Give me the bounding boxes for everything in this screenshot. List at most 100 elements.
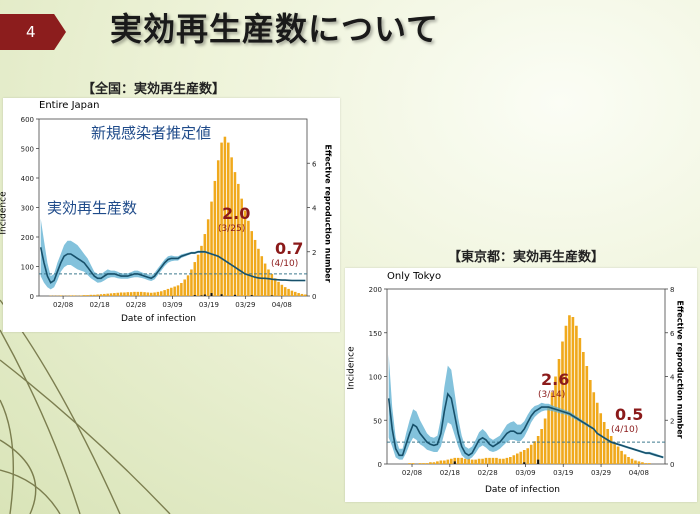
chart-japan-bar — [283, 287, 287, 296]
chart-japan-bar — [116, 292, 119, 296]
chart-japan-xtick-label: 02/28 — [126, 301, 146, 309]
chart-japan-bar — [193, 262, 197, 296]
chart-japan-bar — [200, 245, 203, 296]
chart-tokyo-bar — [474, 459, 477, 464]
chart-tokyo-annotation-date-2: (4/10) — [611, 425, 639, 435]
chart-tokyo-bar — [547, 406, 550, 464]
chart-tokyo-bar — [488, 457, 491, 464]
chart-tokyo-bar — [627, 457, 630, 464]
chart-tokyo-bar — [422, 463, 425, 464]
chart-tokyo-bar — [449, 458, 453, 464]
chart-japan-bar — [240, 198, 243, 296]
chart-tokyo-xtick-label: 03/19 — [553, 469, 573, 477]
chart-tokyo-bar — [641, 462, 644, 464]
chart-tokyo-ytick-label: 100 — [369, 374, 382, 382]
chart-japan-xtick-label: 04/08 — [272, 301, 292, 309]
chart-japan-imported-bar — [203, 294, 206, 296]
chart-japan-title: Entire Japan — [39, 100, 100, 111]
chart-japan-y2tick-label: 6 — [312, 160, 317, 168]
chart-japan-bar — [72, 295, 76, 296]
caption-japan: 【全国：実効再生産数】 — [82, 82, 226, 97]
chart-tokyo-y2tick-label: 2 — [670, 417, 674, 425]
chart-japan-bar — [79, 295, 83, 296]
chart-tokyo-bar — [564, 325, 568, 464]
chart-japan-bar — [304, 294, 307, 296]
chart-tokyo-y2tick-label: 8 — [670, 286, 674, 294]
chart-tokyo-bar — [460, 457, 464, 464]
slide-number-badge: 4 — [0, 14, 66, 50]
chart-japan-bar — [99, 294, 103, 296]
chart-tokyo-bar — [602, 422, 606, 464]
chart-tokyo-xtick-label: 04/08 — [629, 469, 649, 477]
chart-tokyo-bar — [443, 460, 446, 464]
chart-tokyo-bar — [599, 413, 603, 464]
chart-tokyo-bar — [429, 462, 432, 464]
chart-japan-bar — [290, 290, 294, 296]
chart-tokyo-bar — [613, 442, 616, 464]
chart-tokyo-bar — [571, 317, 575, 464]
chart-japan-bar — [247, 220, 250, 296]
chart-tokyo-y2label: Effective reproduction number — [675, 300, 685, 439]
chart-japan-bar — [270, 273, 274, 296]
chart-japan-rt-ci-band — [40, 218, 306, 290]
slide-number: 4 — [26, 23, 36, 41]
chart-japan-bar — [183, 279, 186, 296]
chart-tokyo-y2tick-label: 6 — [670, 330, 675, 338]
chart-tokyo-bar — [425, 463, 429, 464]
chart-japan-bar — [69, 295, 73, 296]
chart-japan-xtick-label: 03/19 — [199, 301, 219, 309]
chart-tokyo-bar — [519, 451, 523, 464]
chart-tokyo-bar — [561, 341, 564, 464]
chart-japan-bar — [190, 269, 193, 296]
chart-tokyo-bar — [484, 457, 488, 464]
chart-japan-bar — [153, 292, 156, 296]
chart-japan-bar — [230, 157, 233, 296]
chart-tokyo-bar — [585, 366, 589, 464]
chart-japan-bar — [176, 285, 180, 296]
chart-japan-bar — [82, 295, 86, 296]
chart-tokyo-ytick-label: 50 — [373, 417, 382, 425]
chart-japan-bar — [253, 239, 257, 296]
chart-tokyo-bar — [453, 457, 457, 464]
chart-tokyo: 0 50 100 150 200 0 2 4 6 8 02/08 02/18 02/28 03/09 03/… — [345, 268, 697, 502]
chart-japan-bar — [170, 287, 173, 296]
chart-japan-bar — [133, 291, 136, 296]
chart-japan-ytick-label: 400 — [21, 175, 34, 183]
chart-tokyo-rt-line — [387, 392, 664, 459]
chart-japan-bar — [220, 142, 223, 296]
chart-japan-bar — [146, 292, 150, 296]
chart-japan-bar — [294, 291, 297, 296]
chart-japan: 0 100 200 300 400 500 600 0 2 4 6 02/08 02/18 02/28 03… — [0, 98, 340, 332]
chart-tokyo-xtick-label: 03/29 — [591, 469, 611, 477]
chart-tokyo-bar — [644, 463, 648, 464]
chart-tokyo-imported-bar — [523, 462, 526, 464]
chart-japan-bar — [203, 234, 207, 296]
chart-japan-bar — [223, 136, 227, 296]
chart-japan-rt-line — [39, 247, 306, 284]
chart-japan-bar — [113, 293, 116, 296]
chart-tokyo-ytick-label: 200 — [369, 286, 382, 294]
chart-japan-bar — [139, 291, 143, 296]
chart-tokyo-bar — [495, 457, 498, 464]
chart-tokyo-bar — [470, 459, 474, 464]
chart-japan-bar — [166, 288, 170, 296]
chart-tokyo-bar — [529, 444, 533, 464]
chart-japan-imported-bar — [210, 293, 213, 296]
chart-japan-bar — [129, 292, 133, 296]
chart-tokyo-bar — [616, 446, 620, 464]
chart-japan-imported-bar — [193, 295, 196, 296]
chart-tokyo-bar — [536, 436, 540, 464]
chart-tokyo-bar — [630, 458, 634, 464]
chart-tokyo-xtick-label: 02/18 — [440, 469, 460, 477]
chart-tokyo-bar — [512, 455, 516, 464]
chart-tokyo-xtick-label: 02/28 — [478, 469, 498, 477]
chart-tokyo-bar — [540, 429, 543, 464]
chart-tokyo-bar — [439, 460, 443, 464]
chart-japan-annotation-date-1: (3/25) — [218, 224, 246, 234]
chart-japan-ylabel: Incidence — [0, 191, 9, 235]
chart-japan-imported-bar — [233, 294, 236, 296]
chart-japan-bar — [277, 281, 280, 296]
chart-tokyo-bar — [505, 457, 509, 464]
chart-tokyo-imported-bar — [537, 459, 540, 464]
